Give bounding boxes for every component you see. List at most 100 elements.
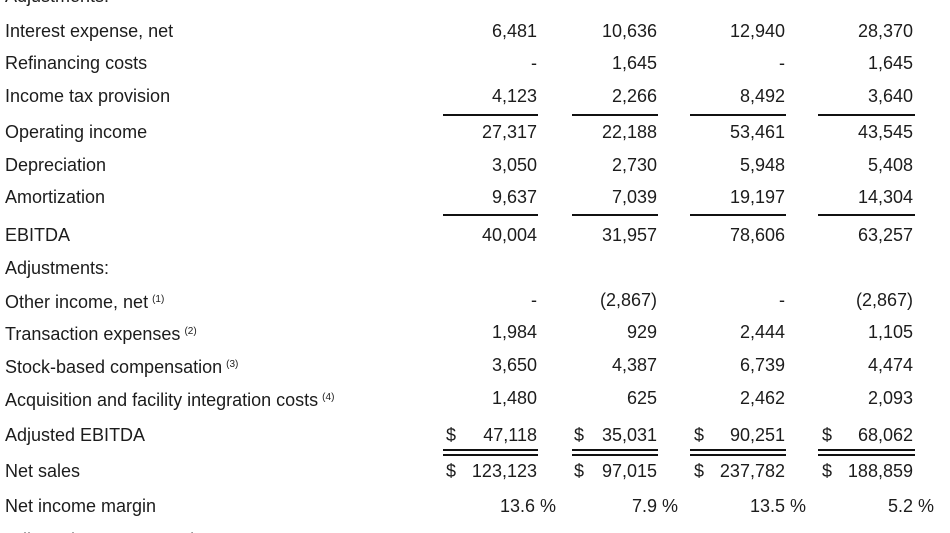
cell-value: 28,370 — [857, 21, 913, 41]
row-label: Amortization — [5, 187, 106, 207]
cell-value: 4,474 — [867, 355, 913, 375]
cell-value: 5.2 % — [887, 496, 934, 516]
rule — [443, 214, 538, 216]
row-label: Adjusted EBITDA Margin — [5, 529, 204, 533]
cell-value: 53,461 — [729, 122, 785, 142]
cell-value: - — [531, 53, 537, 73]
rule — [818, 454, 915, 456]
rule — [690, 214, 786, 216]
rule — [690, 454, 786, 456]
row-label: Transaction expenses (2) — [5, 324, 197, 344]
cell-value: (2,867) — [599, 290, 657, 310]
rule — [572, 114, 658, 116]
cell-value: 22,188 — [601, 122, 657, 142]
rule — [818, 214, 915, 216]
cell-value: (2,867) — [855, 290, 913, 310]
cell-value: 123,123 — [471, 461, 537, 481]
cell-value: 3,650 — [491, 355, 537, 375]
cell-value: 625 — [626, 388, 657, 408]
cell-value: 5,408 — [867, 155, 913, 175]
cell-value: 43,545 — [857, 122, 913, 142]
cell-value: 2,266 — [611, 86, 657, 106]
row-label: Adjustments: — [5, 0, 109, 7]
cell-value: 7,039 — [611, 187, 657, 207]
footnote-ref: (3) — [226, 359, 239, 370]
cell-value: 35,031 — [601, 425, 657, 445]
currency-symbol: $ — [574, 461, 585, 481]
rule — [443, 114, 538, 116]
row-label: Income tax provision — [5, 86, 171, 106]
cell-value: 19,197 — [729, 187, 785, 207]
cell-value: 27,317 — [481, 122, 537, 142]
cell-value: 6,739 — [739, 355, 785, 375]
cell-value: 63,257 — [857, 225, 913, 245]
cell-value: 2,444 — [739, 322, 785, 342]
rule — [690, 114, 786, 116]
footnote-ref: (1) — [152, 294, 165, 305]
cell-value: 1,105 — [867, 322, 913, 342]
cell-value: 5,948 — [739, 155, 785, 175]
cell-value: 68,062 — [857, 425, 913, 445]
currency-symbol: $ — [446, 425, 457, 445]
row-label: Adjustments: — [5, 258, 110, 278]
rule — [818, 114, 915, 116]
rule — [572, 454, 658, 456]
currency-symbol: $ — [446, 461, 457, 481]
rule — [572, 449, 658, 451]
footnote-ref: (4) — [322, 392, 335, 403]
cell-value: 12,940 — [729, 21, 785, 41]
cell-value: 3,050 — [491, 155, 537, 175]
row-label: Interest expense, net — [5, 21, 174, 41]
row-label: Depreciation — [5, 155, 107, 175]
cell-value: 2,730 — [611, 155, 657, 175]
currency-symbol: $ — [694, 461, 705, 481]
cell-value: 31,957 — [601, 225, 657, 245]
cell-value: 10,636 — [601, 21, 657, 41]
rule — [690, 449, 786, 451]
cell-value: 78,606 — [729, 225, 785, 245]
cell-value: - — [779, 53, 785, 73]
cell-value: 47,118 — [483, 425, 537, 445]
row-label: Stock-based compensation (3) — [5, 357, 239, 377]
cell-value: 237,782 — [719, 461, 785, 481]
row-label: Adjusted EBITDA — [5, 425, 146, 445]
cell-value: 1,984 — [491, 322, 537, 342]
row-label: Refinancing costs — [5, 53, 148, 73]
footnote-ref: (2) — [184, 326, 197, 337]
cell-value: 929 — [626, 322, 657, 342]
row-label: Other income, net (1) — [5, 292, 165, 312]
cell-value: 3,640 — [867, 86, 913, 106]
row-label: Net income margin — [5, 496, 157, 516]
cell-value: 1,645 — [611, 53, 657, 73]
rule — [818, 449, 915, 451]
cell-value: 188,859 — [847, 461, 913, 481]
cell-value: 7.9 % — [631, 496, 678, 516]
currency-symbol: $ — [694, 425, 705, 445]
rule — [443, 449, 538, 451]
row-label: EBITDA — [5, 225, 71, 245]
currency-symbol: $ — [822, 461, 833, 481]
cell-value: 9,637 — [491, 187, 537, 207]
row-label: Operating income — [5, 122, 148, 142]
cell-value: 90,251 — [729, 425, 785, 445]
cell-value: 40,004 — [481, 225, 537, 245]
cell-value: 1,645 — [867, 53, 913, 73]
cell-value: 4,123 — [491, 86, 537, 106]
rule — [443, 454, 538, 456]
rule — [572, 214, 658, 216]
cell-value: 2,462 — [739, 388, 785, 408]
cell-value: 13.6 % — [499, 496, 556, 516]
cell-value: 13.5 % — [749, 496, 806, 516]
row-label: Net sales — [5, 461, 81, 481]
cell-value: 1,480 — [491, 388, 537, 408]
cell-value: 6,481 — [491, 21, 537, 41]
currency-symbol: $ — [574, 425, 585, 445]
cell-value: 8,492 — [739, 86, 785, 106]
cell-value: - — [531, 290, 537, 310]
cell-value: 14,304 — [857, 187, 913, 207]
cell-value: 97,015 — [601, 461, 657, 481]
cell-value: 2,093 — [867, 388, 913, 408]
currency-symbol: $ — [822, 425, 833, 445]
cell-value: - — [779, 290, 785, 310]
